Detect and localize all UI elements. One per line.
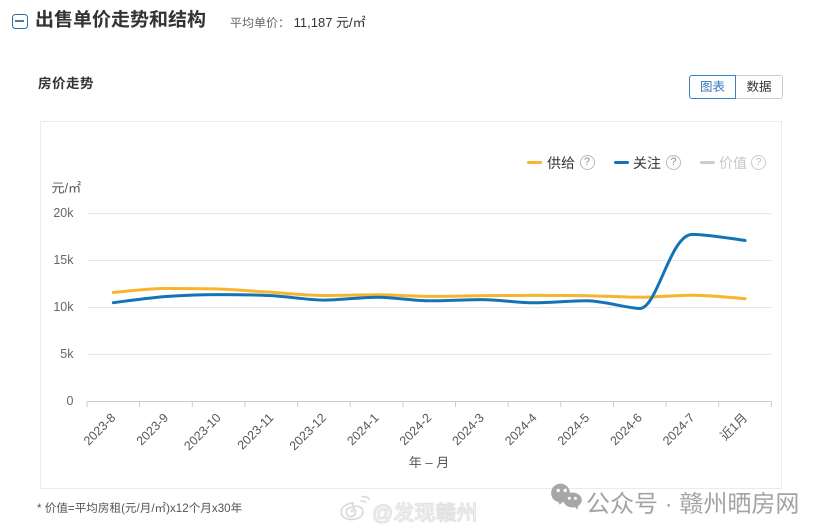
svg-text:5k: 5k (60, 347, 74, 361)
svg-text:2024-3: 2024-3 (449, 411, 486, 448)
svg-text:10k: 10k (53, 300, 74, 314)
svg-text:2023-11: 2023-11 (235, 411, 277, 453)
svg-text:15k: 15k (53, 253, 74, 267)
svg-text:20k: 20k (53, 206, 74, 220)
svg-text:2024-2: 2024-2 (397, 411, 434, 448)
svg-text:2024-6: 2024-6 (607, 411, 644, 448)
svg-text:2024-7: 2024-7 (660, 411, 697, 448)
svg-text:2023-12: 2023-12 (287, 411, 329, 453)
svg-text:2024-1: 2024-1 (344, 411, 381, 448)
svg-text:近1月: 近1月 (718, 411, 750, 443)
svg-text:年 – 月: 年 – 月 (409, 455, 449, 470)
svg-text:2023-10: 2023-10 (181, 411, 223, 453)
svg-text:0: 0 (67, 394, 74, 408)
svg-text:2023-9: 2023-9 (134, 411, 171, 448)
svg-text:2024-5: 2024-5 (555, 411, 592, 448)
svg-text:元/㎡: 元/㎡ (52, 181, 82, 196)
svg-text:2024-4: 2024-4 (502, 411, 539, 448)
svg-text:2023-8: 2023-8 (81, 411, 118, 448)
